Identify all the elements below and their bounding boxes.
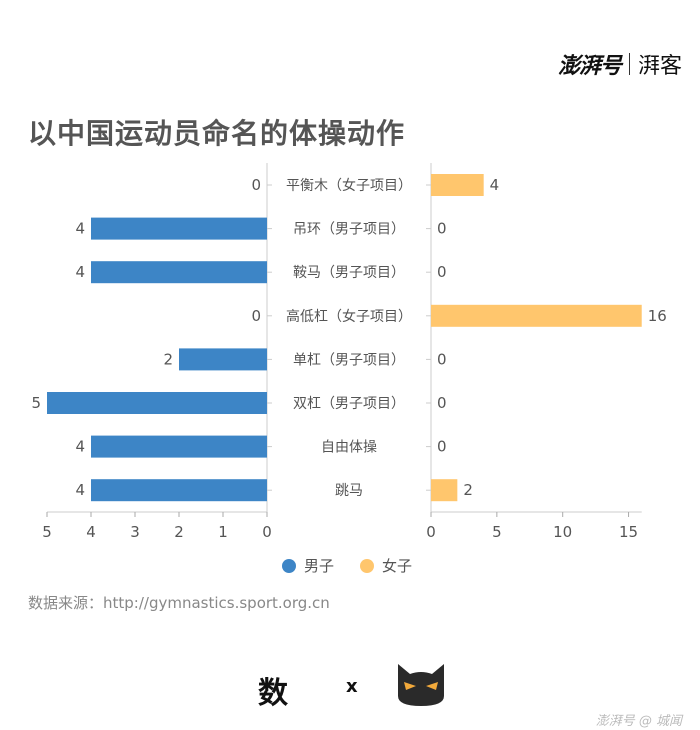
bar-male (91, 479, 267, 502)
left-tick-label: 4 (86, 523, 96, 541)
category-label: 鞍马（男子项目） (293, 265, 405, 281)
right-tick-label: 10 (553, 523, 572, 541)
left-tick-label: 1 (218, 523, 228, 541)
legend: 男子 女子 (282, 555, 412, 576)
category-label: 高低杠（女子项目） (286, 308, 412, 325)
left-tick-label: 5 (42, 523, 52, 541)
data-label-female: 0 (437, 438, 447, 456)
brand-header: 澎湃号 湃客 (558, 48, 682, 80)
bar-female (431, 174, 484, 196)
data-label-male: 4 (75, 481, 85, 499)
data-label-male: 2 (163, 350, 173, 368)
category-label: 平衡木（女子项目） (286, 177, 412, 194)
owl-logo-icon (398, 664, 444, 706)
category-label: 双杠（男子项目） (293, 396, 405, 412)
data-label-female: 0 (437, 350, 447, 368)
data-source: 数据来源：http://gymnastics.sport.org.cn (28, 594, 330, 612)
legend-label-male: 男子 (304, 557, 335, 575)
bar-female (431, 304, 642, 327)
legend-item-male[interactable]: 男子 (282, 555, 334, 576)
left-tick-label: 3 (130, 523, 140, 541)
brand-watermark: 澎湃号 @ 城闻 (595, 714, 682, 729)
legend-swatch-male (282, 558, 296, 573)
chart-title: 以中国运动员命名的体操动作 (28, 117, 406, 150)
brand-logo: 澎湃号 (557, 54, 622, 79)
footer-logos: 数 x (0, 662, 700, 712)
bar-male (179, 348, 267, 371)
right-tick-label: 0 (426, 523, 436, 541)
data-label-male: 0 (251, 307, 261, 325)
bar-male (91, 435, 267, 458)
data-label-female: 0 (437, 394, 447, 412)
category-label: 单杠（男子项目） (293, 352, 405, 368)
bar-female (431, 479, 458, 502)
data-label-male: 4 (75, 263, 85, 281)
bar-male (47, 392, 267, 414)
times-mark: x (346, 676, 358, 697)
data-label-male: 4 (75, 438, 85, 456)
data-label-female: 0 (437, 220, 447, 238)
data-label-male: 0 (251, 176, 261, 194)
bar-male (91, 261, 267, 284)
category-label: 自由体操 (321, 440, 377, 456)
data-label-female: 4 (490, 176, 500, 194)
right-tick-label: 5 (492, 523, 502, 541)
data-label-female: 2 (463, 481, 473, 499)
legend-swatch-female (360, 558, 375, 573)
legend-label-female: 女子 (382, 557, 413, 575)
data-label-male: 4 (75, 220, 85, 238)
partner-logo: 数 (258, 668, 288, 712)
data-label-female: 0 (437, 263, 447, 281)
bar-male (91, 217, 267, 240)
left-tick-label: 2 (174, 523, 184, 541)
right-tick-label: 15 (619, 523, 638, 541)
brand-sub: 湃客 (637, 54, 682, 79)
legend-item-female[interactable]: 女子 (360, 555, 412, 576)
category-label: 跳马 (335, 483, 363, 499)
data-label-female: 16 (648, 307, 667, 325)
brand-divider (628, 53, 630, 75)
partner-logo-text: 数 (258, 676, 288, 711)
category-label: 吊环（男子项目） (293, 222, 405, 238)
left-tick-label: 0 (262, 523, 272, 541)
data-label-male: 5 (31, 394, 41, 412)
